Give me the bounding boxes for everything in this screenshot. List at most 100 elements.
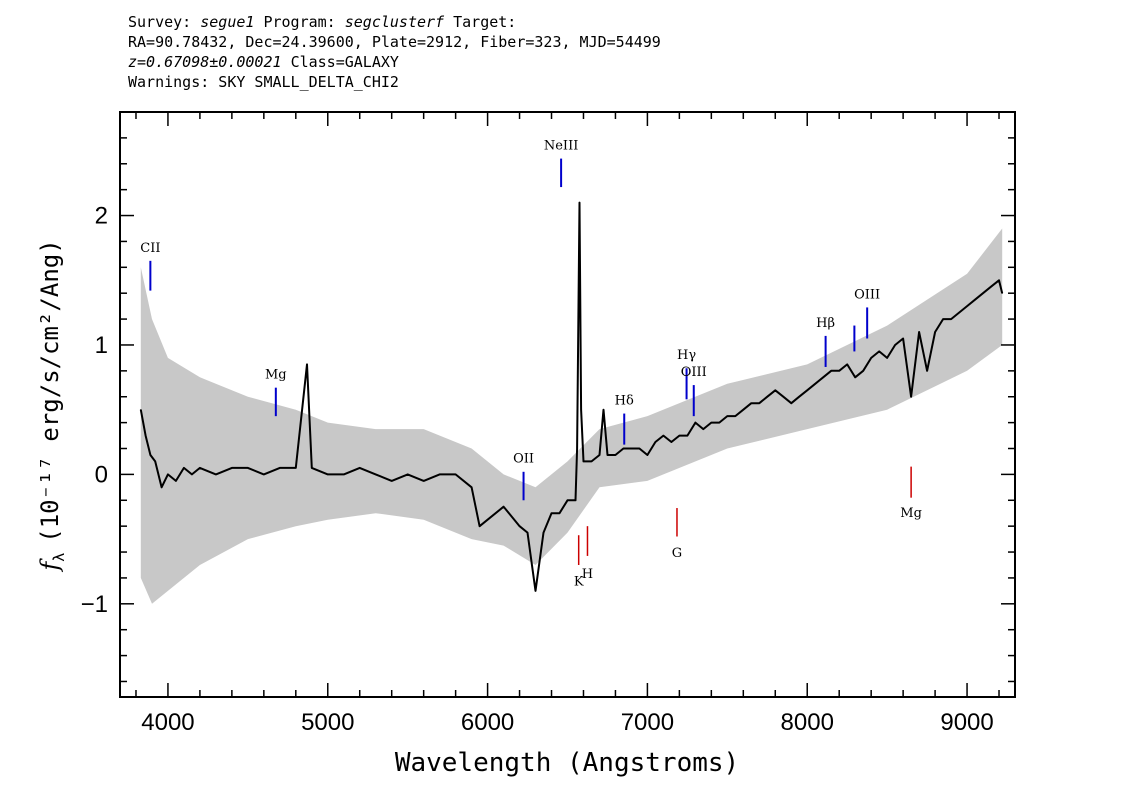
flux-point: [854, 376, 856, 378]
flux-point: [576, 447, 578, 450]
flux-point: [790, 402, 792, 404]
flux-point: [934, 331, 936, 333]
y-axis-label: fλ(10⁻¹⁷ erg/s/cm²/Ang): [36, 239, 68, 572]
y-tick-label: 0: [95, 461, 108, 488]
x-tick-label: 9000: [940, 709, 993, 736]
flux-point: [578, 202, 581, 204]
flux-point: [726, 415, 728, 417]
spectrum-header: Survey: segue1 Program: segclusterf Targ…: [128, 12, 661, 92]
flux-point: [598, 454, 601, 456]
line-label: OII: [513, 452, 534, 467]
flux-point: [974, 299, 976, 301]
flux-point: [423, 480, 425, 482]
x-axis-label: Wavelength (Angstroms): [395, 748, 739, 778]
flux-point: [606, 454, 609, 456]
flux-point: [734, 415, 736, 417]
flux-point: [279, 467, 281, 469]
flux-point: [886, 357, 888, 359]
flux-point: [154, 460, 156, 462]
header-line-survey: Survey: segue1 Program: segclusterf Targ…: [128, 12, 661, 32]
flux-point: [958, 312, 960, 314]
y-tick-label: −1: [81, 591, 108, 618]
flux-point: [662, 435, 665, 437]
flux-point: [862, 370, 864, 372]
flux-point: [487, 519, 489, 521]
y-tick-label: 2: [95, 203, 108, 230]
flux-point: [311, 467, 313, 469]
y-axis-subscript: λ: [50, 553, 68, 562]
y-tick-label: 1: [95, 332, 108, 359]
flux-point: [574, 499, 577, 501]
flux-point: [806, 389, 808, 391]
y-axis-units: (10⁻¹⁷ erg/s/cm²/Ang): [36, 239, 64, 542]
flux-point: [702, 428, 704, 430]
flux-point: [295, 467, 297, 469]
flux-point: [814, 383, 816, 385]
flux-point: [534, 590, 537, 592]
flux-point: [1001, 292, 1003, 294]
line-label: G: [672, 546, 682, 561]
flux-point: [638, 447, 641, 450]
flux-point: [215, 473, 217, 475]
flux-point: [375, 473, 377, 475]
flux-point: [145, 435, 147, 437]
survey-value: segue1: [200, 13, 255, 31]
flux-point: [183, 467, 185, 469]
header-line-coordinates: RA=90.78432, Dec=24.39600, Plate=2912, F…: [128, 33, 661, 51]
flux-point: [758, 402, 760, 404]
flux-point: [359, 467, 361, 469]
flux-point: [602, 409, 605, 411]
flux-point: [455, 473, 457, 475]
flux-point: [846, 363, 848, 365]
flux-point: [199, 467, 201, 469]
x-tick-label: 8000: [781, 709, 834, 736]
flux-point: [694, 422, 697, 424]
line-label: Hγ: [677, 348, 696, 363]
flux-point: [140, 409, 142, 411]
flux-point: [263, 473, 265, 475]
survey-label: Survey:: [128, 13, 192, 31]
flux-point: [670, 441, 673, 443]
flux-point: [942, 318, 944, 320]
flux-point: [654, 441, 657, 443]
x-tick-label: 7000: [621, 709, 674, 736]
flux-point: [822, 376, 824, 378]
flux-point: [830, 370, 832, 372]
flux-point: [630, 447, 633, 450]
x-tick-label: 4000: [141, 709, 194, 736]
flux-point: [191, 473, 193, 475]
flux-point: [149, 454, 151, 456]
flux-point: [838, 370, 840, 372]
flux-point: [926, 370, 928, 372]
flux-point: [718, 422, 720, 424]
flux-point: [910, 396, 912, 398]
flux-point: [966, 305, 968, 307]
flux-point: [870, 357, 872, 359]
flux-point: [982, 292, 984, 294]
flux-point: [894, 344, 896, 346]
flux-point: [622, 447, 625, 450]
x-tick-label: 5000: [301, 709, 354, 736]
flux-point: [503, 506, 505, 508]
flux-point: [343, 473, 345, 475]
flux-point: [878, 350, 880, 352]
flux-point: [614, 454, 617, 456]
flux-point: [678, 435, 681, 437]
flux-point: [710, 422, 712, 424]
line-label: OIII: [854, 287, 880, 302]
flux-point: [566, 499, 569, 501]
flux-point: [519, 525, 521, 527]
flux-point: [902, 337, 904, 340]
flux-point: [526, 532, 529, 534]
line-label: Hδ: [615, 394, 634, 409]
flux-point: [471, 486, 473, 488]
flux-point: [998, 279, 1000, 281]
flux-point: [542, 532, 545, 534]
plot-frame: [119, 111, 1016, 698]
header-line-warnings: Warnings: SKY SMALL_DELTA_CHI2: [128, 73, 399, 91]
flux-point: [161, 486, 163, 488]
target-label: Target:: [453, 13, 517, 31]
flux-point: [407, 473, 409, 475]
flux-point: [231, 467, 233, 469]
